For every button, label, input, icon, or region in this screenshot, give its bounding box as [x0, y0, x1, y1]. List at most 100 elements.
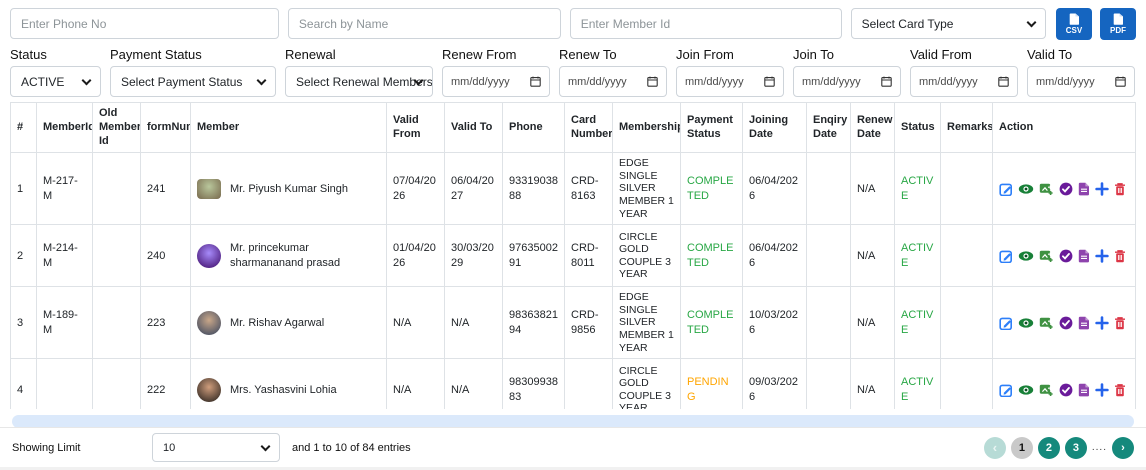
- member-name: Mr. princekumar sharmananand prasad: [230, 242, 341, 269]
- member-id-search-input[interactable]: [569, 8, 842, 39]
- edit-icon[interactable]: [999, 182, 1013, 196]
- file-icon[interactable]: [1078, 383, 1090, 397]
- cell-status: ACTIVE: [894, 152, 941, 226]
- chevron-down-icon: [1026, 17, 1037, 27]
- payment-status-select[interactable]: Select Payment Status: [110, 66, 276, 97]
- add-plus-icon[interactable]: [1095, 382, 1109, 397]
- status-badge: ACTIVE: [901, 309, 934, 336]
- renew-from-date-input[interactable]: mm/dd/yyyy: [442, 66, 550, 97]
- pagination-prev-button[interactable]: ‹: [983, 436, 1006, 459]
- file-icon[interactable]: [1078, 316, 1090, 330]
- horizontal-scrollbar[interactable]: [12, 415, 1134, 428]
- page-number: 2: [1045, 441, 1052, 454]
- valid-from-date-input[interactable]: mm/dd/yyyy: [910, 66, 1018, 97]
- edit-icon[interactable]: [999, 249, 1013, 263]
- renewal-select-value: Select Renewal Members: [296, 74, 433, 89]
- add-plus-icon[interactable]: [1095, 316, 1109, 330]
- row-actions: [999, 382, 1129, 397]
- join-from-label: Join From: [676, 47, 734, 62]
- calendar-icon: [530, 76, 541, 87]
- check-circle-icon[interactable]: [1059, 249, 1073, 263]
- status-filter-label: Status: [10, 47, 47, 62]
- row-actions: [999, 249, 1129, 263]
- delete-trash-icon[interactable]: [1114, 182, 1126, 196]
- cell-member: Mr. princekumar sharmananand prasad: [190, 224, 387, 288]
- cell-member: Mrs. Yashasvini Lohia: [190, 358, 387, 409]
- join-to-label: Join To: [793, 47, 834, 62]
- join-to-date-value: mm/dd/yyyy: [802, 75, 861, 88]
- status-badge: ACTIVE: [901, 242, 934, 269]
- name-search-input[interactable]: [287, 8, 561, 39]
- phone-search-input[interactable]: [10, 8, 279, 39]
- file-icon: [1069, 13, 1079, 25]
- cell-membership: CIRCLE GOLD COUPLE 3 YEAR: [612, 224, 681, 288]
- membership-name: EDGE SINGLE SILVER MEMBER 1 YEAR: [619, 291, 674, 354]
- cell-payment_status: COMPLETED: [680, 152, 743, 226]
- cell-form_num: 240: [140, 224, 191, 288]
- cell-enqiry_date: [806, 286, 851, 360]
- cell-renew_date: N/A: [850, 358, 895, 409]
- add-plus-icon[interactable]: [1095, 182, 1109, 196]
- export-pdf-button[interactable]: PDF: [1100, 8, 1136, 40]
- join-from-date-input[interactable]: mm/dd/yyyy: [676, 66, 784, 97]
- export-csv-button[interactable]: CSV: [1056, 8, 1092, 40]
- join-to-date-input[interactable]: mm/dd/yyyy: [793, 66, 901, 97]
- add-plus-icon[interactable]: [1095, 249, 1109, 263]
- chevron-left-icon: ‹: [992, 440, 998, 455]
- card-add-icon[interactable]: [1039, 316, 1054, 330]
- view-eye-icon[interactable]: [1018, 249, 1034, 263]
- limit-select[interactable]: 10: [152, 433, 280, 462]
- check-circle-icon[interactable]: [1059, 182, 1073, 196]
- check-circle-icon[interactable]: [1059, 316, 1073, 330]
- member-avatar: [197, 310, 221, 335]
- column-header: Card Number: [564, 102, 613, 154]
- valid-to-date-input[interactable]: mm/dd/yyyy: [1027, 66, 1135, 97]
- cell-phone: 9830993883: [502, 358, 565, 409]
- column-header: Renew Date: [850, 102, 895, 154]
- card-add-icon[interactable]: [1039, 383, 1054, 397]
- cell-action: [992, 224, 1136, 288]
- view-eye-icon[interactable]: [1018, 182, 1034, 196]
- pagination-page-1[interactable]: 1: [1010, 436, 1033, 459]
- join-from-date-value: mm/dd/yyyy: [685, 75, 744, 88]
- cell-old_member_id: [92, 152, 141, 226]
- cell-form_num: 241: [140, 152, 191, 226]
- pagination-page-2[interactable]: 2: [1037, 436, 1060, 459]
- card-add-icon[interactable]: [1039, 249, 1054, 263]
- cell-phone: 9763500291: [502, 224, 565, 288]
- cell-valid_from: 07/04/2026: [386, 152, 445, 226]
- column-header: Status: [894, 102, 941, 154]
- column-header: Action: [992, 102, 1136, 154]
- cell-num: 2: [10, 224, 37, 288]
- check-circle-icon[interactable]: [1059, 383, 1073, 397]
- delete-trash-icon[interactable]: [1114, 249, 1126, 263]
- pagination-page-3[interactable]: 3: [1064, 436, 1087, 459]
- cell-phone: 9836382194: [502, 286, 565, 360]
- cell-member: Mr. Piyush Kumar Singh: [190, 152, 387, 226]
- file-icon[interactable]: [1078, 182, 1090, 196]
- payment-status-badge: COMPLETED: [687, 242, 734, 269]
- cell-joining_date: 06/04/2026: [742, 152, 807, 226]
- column-header: Valid To: [444, 102, 503, 154]
- view-eye-icon[interactable]: [1018, 316, 1034, 330]
- renew-to-date-input[interactable]: mm/dd/yyyy: [559, 66, 667, 97]
- pagination-next-button[interactable]: ›: [1112, 436, 1134, 459]
- edit-icon[interactable]: [999, 316, 1013, 330]
- edit-icon[interactable]: [999, 383, 1013, 397]
- card-type-select[interactable]: Select Card Type: [850, 8, 1046, 39]
- cell-remarks: [940, 152, 993, 226]
- member-avatar: [197, 377, 221, 402]
- cell-status: ACTIVE: [894, 224, 941, 288]
- status-select[interactable]: ACTIVE: [10, 66, 101, 97]
- delete-trash-icon[interactable]: [1114, 316, 1126, 330]
- file-icon[interactable]: [1078, 249, 1090, 263]
- delete-trash-icon[interactable]: [1114, 383, 1126, 397]
- renew-from-date-value: mm/dd/yyyy: [451, 75, 510, 88]
- calendar-icon: [881, 76, 892, 87]
- view-eye-icon[interactable]: [1018, 383, 1034, 397]
- card-add-icon[interactable]: [1039, 182, 1054, 196]
- calendar-icon: [764, 76, 775, 87]
- renewal-select[interactable]: Select Renewal Members: [285, 66, 433, 97]
